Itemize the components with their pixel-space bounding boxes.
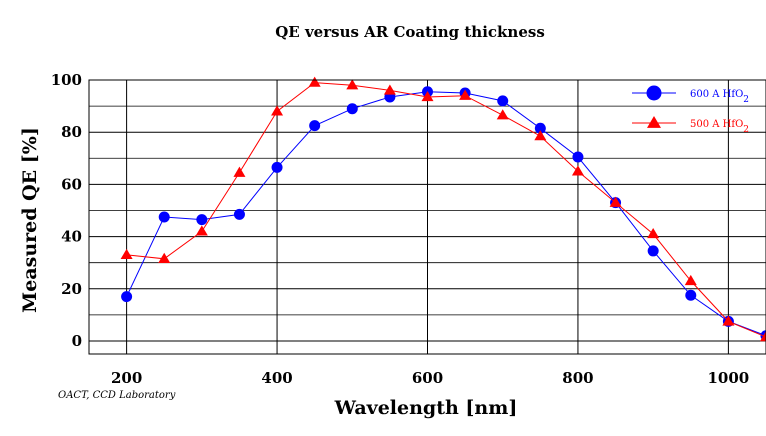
data-point-1-200 (121, 291, 133, 303)
data-point-2-1050 (760, 331, 766, 342)
data-point-2-950 (684, 274, 697, 286)
data-point-2-200 (120, 248, 133, 260)
x-axis-label: Wavelength [nm] (334, 397, 518, 419)
data-point-1-400 (271, 161, 283, 173)
series-line-2 (126, 82, 766, 338)
y-tick-label-60: 60 (61, 175, 82, 193)
data-point-1-450 (309, 120, 321, 132)
x-tick-label-400: 400 (261, 369, 292, 387)
legend-marker-1 (646, 85, 662, 101)
data-point-2-650 (459, 89, 472, 100)
data-point-2-300 (195, 225, 208, 236)
series-1 (121, 86, 766, 342)
x-tick-label-800: 800 (562, 369, 593, 387)
data-point-2-550 (383, 84, 396, 95)
grid (89, 79, 766, 354)
data-point-1-900 (647, 245, 659, 257)
x-tick-label-1000: 1000 (708, 369, 750, 387)
plot-frame (88, 79, 766, 355)
data-point-2-700 (496, 109, 509, 120)
y-tick-label-0: 0 (72, 332, 82, 350)
data-point-1-750 (534, 122, 546, 134)
data-point-2-600 (421, 90, 434, 102)
data-point-2-750 (534, 130, 547, 141)
data-point-2-450 (308, 76, 321, 87)
x-tick-label-200: 200 (111, 369, 142, 387)
y-tick-label-40: 40 (61, 228, 82, 246)
series-2 (120, 76, 766, 342)
data-point-1-350 (233, 208, 245, 220)
data-point-2-500 (346, 79, 359, 90)
data-point-2-250 (158, 252, 171, 263)
legend-label-1: 600 A HfO2 (690, 89, 749, 105)
data-point-1-250 (158, 211, 170, 223)
data-point-2-400 (271, 105, 284, 116)
data-point-2-800 (571, 165, 584, 176)
y-axis-label: Measured QE [%] (19, 127, 41, 313)
data-point-1-700 (497, 95, 509, 107)
y-tick-label-100: 100 (51, 71, 82, 89)
data-point-1-300 (196, 214, 208, 226)
data-point-2-900 (647, 227, 660, 239)
axis-ticks: 0 20 40 60 80 100 200 400 600 800 1000 (51, 71, 750, 387)
legend-label-2: 500 A HfO2 (690, 119, 749, 135)
x-tick-label-600: 600 (412, 369, 443, 387)
data-point-1-800 (572, 151, 584, 163)
y-tick-label-80: 80 (61, 123, 82, 141)
chart-title: QE versus AR Coating thickness (275, 23, 545, 41)
legend-marker-2 (647, 116, 661, 128)
data-point-2-350 (233, 166, 246, 177)
data-point-2-850 (609, 196, 622, 207)
series-layer (120, 76, 766, 342)
data-point-1-500 (346, 103, 358, 115)
series-line-1 (126, 91, 766, 337)
legend: 600 A HfO2 500 A HfO2 (632, 85, 749, 135)
credit-note: OACT, CCD Laboratory (58, 390, 176, 401)
data-point-2-1000 (722, 315, 735, 326)
data-point-1-950 (685, 289, 697, 301)
y-tick-label-20: 20 (61, 280, 82, 298)
